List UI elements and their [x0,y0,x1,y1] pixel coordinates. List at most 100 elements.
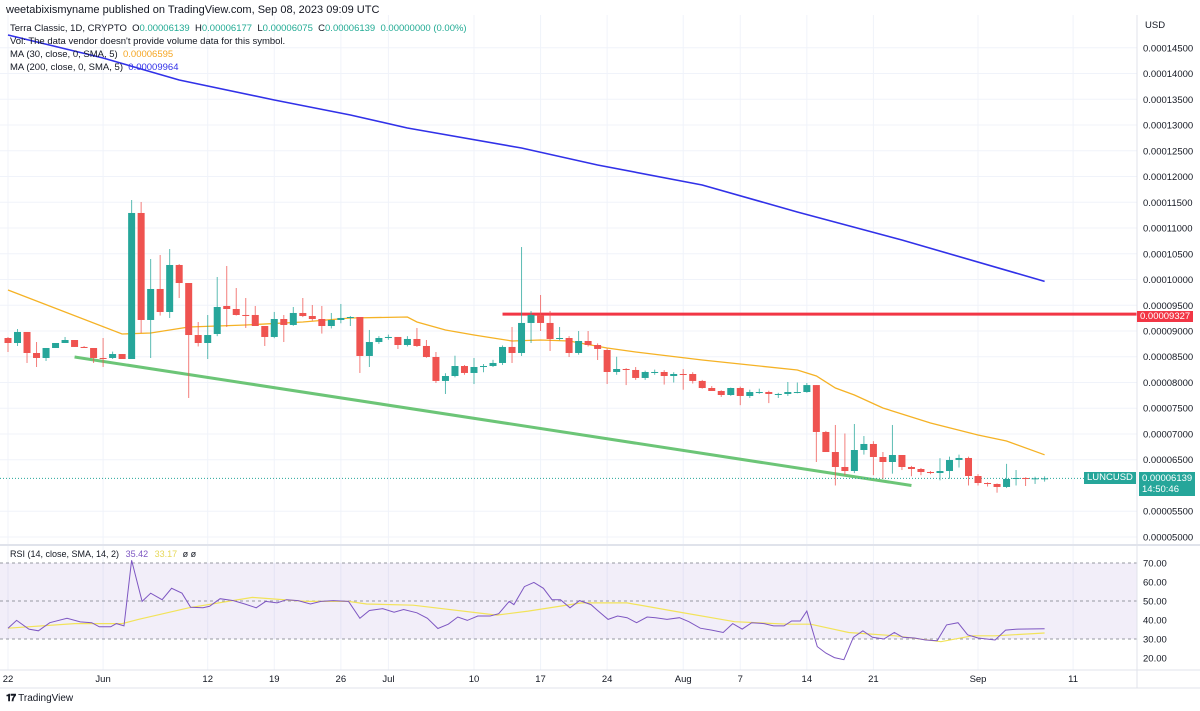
candle-body [270,319,278,337]
currency-label[interactable]: USD [1145,20,1166,31]
candle [546,310,554,351]
candle-body [327,319,335,327]
candle-body [936,471,944,474]
candle [565,336,573,358]
candle-body [299,312,307,317]
bar-countdown: 14:50:46 [1142,484,1179,495]
rsi-value: 35.42 [125,549,149,559]
price-tick-label: 0.00006500 [1143,455,1193,466]
candle-body [831,452,839,467]
candle [422,340,430,358]
candle [327,312,335,329]
price-tick-label: 0.00009500 [1143,301,1193,312]
candle-body [223,305,231,310]
candle [746,389,754,398]
time-tick-label: 14 [802,674,813,685]
time-tick-label: 17 [535,674,546,685]
candle [822,430,830,453]
candle-body [575,340,583,353]
candle [318,305,326,334]
candle [812,385,820,462]
candle [213,276,221,337]
brand-name: TradingView [18,693,74,704]
candle-body [603,350,611,372]
candle-body [1012,478,1020,480]
rsi-band-fill [0,563,1137,639]
price-tick-label: 0.00010000 [1143,275,1193,286]
candle-body [137,212,145,320]
candle [917,467,925,476]
candle [641,370,649,380]
rsi-label: RSI (14, close, SMA, 14, 2) [10,549,120,559]
time-tick-label: 26 [336,674,347,685]
candle-body [527,314,535,323]
close-label: C [318,23,326,34]
open-value: 0.00006139 [139,23,190,34]
price-tick-label: 0.00007500 [1143,404,1193,415]
time-tick-label: 21 [868,674,879,685]
chart-legend: Terra Classic, 1D, CRYPTO O0.00006139 H 0… [10,22,467,74]
ma30-label: MA (30, close, 0, SMA, 5) [10,49,118,60]
symbol-label: Terra Classic, 1D, CRYPTO [10,23,127,34]
candle [156,254,164,316]
candle-body [879,457,887,462]
high-label: H [195,23,202,34]
candle-body [698,380,706,389]
candle [4,336,12,353]
price-tick-label: 0.00012000 [1143,172,1193,183]
open-label: O [132,23,140,34]
candle-body [613,369,621,372]
candle [708,386,716,391]
candle [128,200,136,360]
candle [480,363,487,373]
candle-body [907,466,915,470]
candle [166,249,174,318]
candle-body [384,336,392,339]
candle [99,338,107,367]
candle-body [965,457,973,477]
candle-body [679,373,687,375]
candle-body [337,317,345,320]
time-tick-label: Jul [382,674,394,685]
candle [936,458,944,481]
candle [717,390,725,397]
candle [356,316,364,373]
candle [974,474,982,486]
ma30-legend[interactable]: MA (30, close, 0, SMA, 5) 0.00006595 [10,48,467,61]
candle-body [156,288,164,312]
change-value: 0.00000000 (0.00%) [380,23,467,34]
candle-body [793,392,801,394]
candle-body [689,373,697,381]
candle-body [632,369,640,378]
price-tick-label: 0.00008000 [1143,378,1193,389]
volume-note: Vol: The data vendor doesn't provide vol… [10,36,286,47]
candle-body [1031,478,1039,480]
candle-body [1022,478,1030,480]
rsi-tick-label: 70.00 [1143,559,1167,570]
candle-body [147,288,155,320]
candle-body [42,347,50,358]
ma200-line [7,34,1045,283]
candle-body [480,366,487,368]
candle-body [346,316,354,318]
candle [52,342,60,348]
candle-body [508,346,516,353]
candle-body [850,450,858,472]
candle-body [803,385,811,393]
candle-body [185,283,193,336]
candle-body [99,357,107,360]
rsi-tick-label: 30.00 [1143,635,1167,646]
rsi-legend[interactable]: RSI (14, close, SMA, 14, 2) 35.42 33.17 … [10,549,196,560]
ma200-legend[interactable]: MA (200, close, 0, SMA, 5) 0.00009964 [10,61,467,74]
candle-body [308,316,316,320]
candle [556,326,564,341]
candle [23,331,31,363]
candle [147,259,155,358]
candle [508,326,516,363]
candle [194,321,202,347]
candle [375,336,383,344]
rsi-tick-label: 20.00 [1143,654,1167,665]
candle [1022,477,1030,486]
candle-body [736,388,744,396]
